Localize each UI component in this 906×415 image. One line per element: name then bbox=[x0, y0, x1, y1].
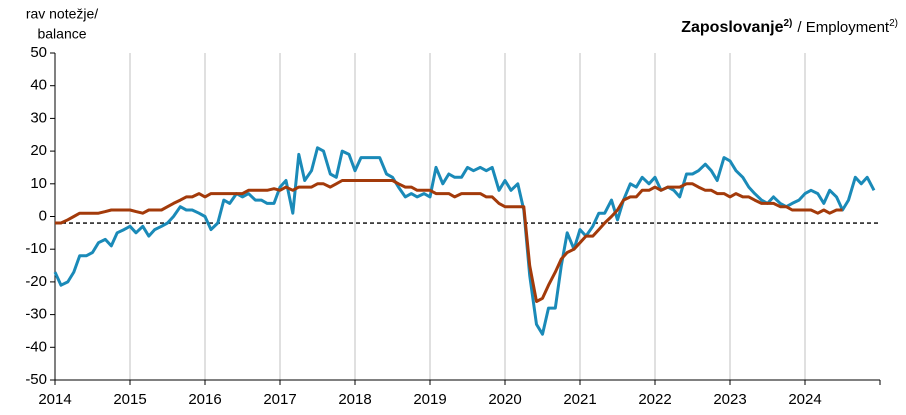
x-tick-label: 2023 bbox=[713, 391, 746, 408]
y-tick-label: -20 bbox=[25, 273, 47, 290]
x-tick-label: 2020 bbox=[488, 391, 521, 408]
y-tick-label: -40 bbox=[25, 338, 47, 355]
x-tick-label: 2021 bbox=[563, 391, 596, 408]
y-tick-label: 40 bbox=[30, 77, 47, 94]
title-note: 2) bbox=[783, 18, 792, 29]
title: Zaposlovanje bbox=[681, 19, 783, 36]
x-tick-label: 2015 bbox=[113, 391, 146, 408]
y-tick-label: -50 bbox=[25, 371, 47, 388]
x-tick-label: 2019 bbox=[413, 391, 446, 408]
y-tick-label: 0 bbox=[39, 207, 47, 224]
y-tick-label: 30 bbox=[30, 109, 47, 126]
x-tick-label: 2024 bbox=[788, 391, 821, 408]
y-tick-label: -30 bbox=[25, 306, 47, 323]
x-tick-label: 2017 bbox=[263, 391, 296, 408]
y-axis-label: rav notežje/ bbox=[26, 6, 98, 22]
x-tick-label: 2018 bbox=[338, 391, 371, 408]
data-line bbox=[55, 179, 843, 303]
chart-title: Zaposlovanje2) / Employment2) bbox=[681, 18, 898, 37]
x-tick-label: 2022 bbox=[638, 391, 671, 408]
y-tick-label: 50 bbox=[30, 44, 47, 61]
x-tick-label: 2014 bbox=[38, 391, 71, 408]
y-axis-label: balance bbox=[37, 26, 86, 42]
y-tick-label: 20 bbox=[30, 142, 47, 159]
data-line bbox=[53, 146, 876, 336]
y-tick-label: -10 bbox=[25, 240, 47, 257]
title-en-note: 2) bbox=[889, 18, 898, 29]
x-tick-label: 2016 bbox=[188, 391, 221, 408]
title-en: / Employment bbox=[797, 19, 890, 36]
y-tick-label: 10 bbox=[30, 175, 47, 192]
